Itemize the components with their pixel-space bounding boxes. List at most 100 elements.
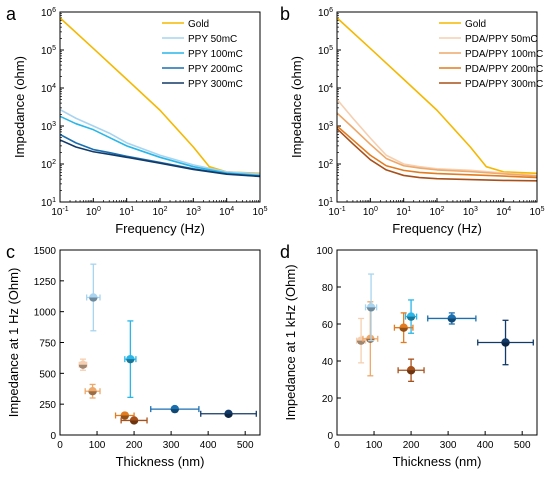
series-line-gold <box>337 17 537 175</box>
y-axis-label: Impedance (ohm) <box>289 56 304 158</box>
point-shade <box>224 413 233 418</box>
legend-label: PPY 50mC <box>188 34 237 45</box>
point-shade <box>170 409 180 414</box>
y-tick-label: 750 <box>39 339 56 350</box>
y-tick-label: 102 <box>318 159 333 171</box>
x-tick-label: 300 <box>440 440 457 451</box>
y-tick-label: 1500 <box>34 246 57 257</box>
point-marker <box>366 303 376 312</box>
x-tick-label: 0 <box>334 440 340 451</box>
x-tick-label: 200 <box>403 440 420 451</box>
data-point <box>355 317 367 364</box>
plot-area <box>337 17 537 182</box>
point-shade <box>501 342 510 347</box>
x-tick-label: 105 <box>252 206 267 218</box>
point-shade <box>88 391 97 396</box>
legend-label: PDA/PPY 50mC <box>465 34 538 45</box>
x-tick-label: 500 <box>514 440 531 451</box>
series-line-ppy-50mc <box>60 108 260 175</box>
data-point <box>124 320 137 399</box>
legend-label: Gold <box>188 19 209 30</box>
panel-a: a 10-1 100 101 102 103 104 105 101 102 103 104 105 10… <box>6 4 268 236</box>
data-point <box>120 416 148 425</box>
data-point <box>364 273 378 342</box>
y-tick-label: 0 <box>327 431 333 442</box>
panel-label: c <box>6 242 15 262</box>
plot-area <box>355 273 534 383</box>
legend-label: PPY 100mC <box>188 49 243 60</box>
y-tick-label: 102 <box>41 159 56 171</box>
x-tick-label: 101 <box>119 206 134 218</box>
point-shade <box>356 340 366 345</box>
point-marker <box>224 409 233 418</box>
point-marker <box>89 293 98 302</box>
series-line-pda-ppy-100mc <box>337 112 537 177</box>
point-marker <box>170 404 180 414</box>
point-marker <box>501 338 510 347</box>
y-tick-label: 106 <box>41 7 56 19</box>
point-shade <box>406 370 416 375</box>
x-tick-label: 100 <box>86 206 101 218</box>
point-shade <box>447 318 457 323</box>
point-marker <box>129 416 139 425</box>
y-tick-label: 103 <box>318 121 333 133</box>
y-tick-label: 106 <box>318 7 333 19</box>
point-shade <box>366 307 376 312</box>
panel-label: d <box>280 242 290 262</box>
x-tick-label: 101 <box>396 206 411 218</box>
y-tick-label: 250 <box>39 400 56 411</box>
series-line-pda-ppy-200mc <box>337 125 537 179</box>
plot-area <box>60 17 260 178</box>
point-shade <box>89 297 98 302</box>
y-tick-label: 105 <box>41 45 56 57</box>
legend-label: PPY 300mC <box>188 79 243 90</box>
y-tick-label: 101 <box>41 197 56 209</box>
y-tick-label: 103 <box>41 121 56 133</box>
x-tick-label: 200 <box>126 440 143 451</box>
x-axis-label: Frequency (Hz) <box>115 221 205 236</box>
x-tick-label: 0 <box>57 440 63 451</box>
point-shade <box>126 359 135 364</box>
data-point <box>114 411 135 420</box>
data-point <box>150 404 200 414</box>
y-axis-label: Impedance (ohm) <box>12 56 27 158</box>
y-tick-label: 104 <box>41 83 56 95</box>
x-tick-label: 400 <box>200 440 217 451</box>
x-tick-label: 104 <box>219 206 234 218</box>
x-tick-label: 103 <box>463 206 478 218</box>
panel-b: b 10-1 100 101 102 103 104 105 101 102 103 104 105 10… <box>280 4 545 236</box>
axes-frame <box>336 11 538 203</box>
y-axis-label: Impedance at 1 Hz (Ohm) <box>6 268 21 418</box>
data-point <box>78 358 88 371</box>
point-marker <box>399 323 408 332</box>
x-axis-label: Frequency (Hz) <box>392 221 482 236</box>
panel-label: a <box>6 4 17 24</box>
y-tick-label: 1250 <box>34 277 57 288</box>
data-point <box>200 409 257 418</box>
x-axis-label: Thickness (nm) <box>116 454 205 469</box>
series-line-pda-ppy-50mc <box>337 98 537 177</box>
point-shade <box>406 316 416 321</box>
data-point <box>397 358 425 383</box>
y-tick-label: 100 <box>316 246 333 257</box>
legend-label: Gold <box>465 19 486 30</box>
x-tick-label: 500 <box>237 440 254 451</box>
x-tick-label: 400 <box>477 440 494 451</box>
x-tick-label: 10-1 <box>328 206 345 218</box>
point-marker <box>406 366 416 375</box>
point-shade <box>120 415 130 420</box>
data-point <box>362 301 379 377</box>
x-tick-label: 300 <box>163 440 180 451</box>
y-tick-label: 1000 <box>34 308 57 319</box>
y-tick-label: 40 <box>322 357 334 368</box>
axes-frame <box>59 249 261 436</box>
series-line-pda-ppy-300mc <box>337 128 537 182</box>
panel-c: c 0 100 200 300 400 500 0 250 500 750 1000 1250 1500 T… <box>6 242 261 469</box>
x-tick-label: 102 <box>152 206 167 218</box>
legend-label: PPY 200mC <box>188 64 243 75</box>
point-marker <box>447 314 457 323</box>
legend-label: PDA/PPY 200mC <box>465 64 543 75</box>
data-point <box>393 312 414 344</box>
axes-frame <box>59 11 261 203</box>
